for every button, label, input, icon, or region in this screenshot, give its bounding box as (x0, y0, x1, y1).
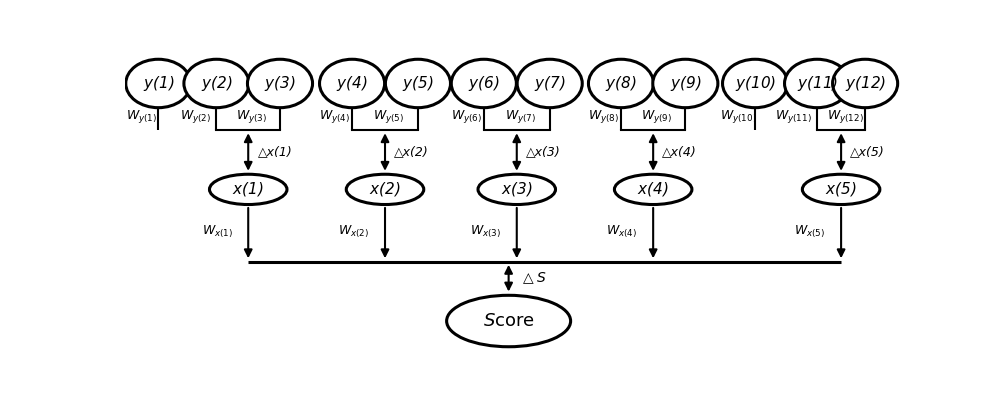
Text: $y$(5): $y$(5) (402, 74, 434, 93)
Ellipse shape (588, 59, 654, 108)
Text: $W_{y(10)}$: $W_{y(10)}$ (720, 108, 756, 125)
Text: $x$(3): $x$(3) (501, 180, 532, 198)
Text: △x(1): △x(1) (258, 145, 292, 158)
Text: $W_{x(1)}$: $W_{x(1)}$ (202, 224, 233, 240)
Text: $W_{x(4)}$: $W_{x(4)}$ (606, 224, 638, 240)
Text: $y$(11): $y$(11) (797, 74, 838, 93)
Text: $W_{y(8)}$: $W_{y(8)}$ (588, 108, 620, 125)
Text: $S$core: $S$core (483, 312, 535, 330)
Text: $y$(4): $y$(4) (336, 74, 368, 93)
Text: $y$(1): $y$(1) (143, 74, 174, 93)
Ellipse shape (517, 59, 582, 108)
Ellipse shape (126, 59, 191, 108)
Circle shape (802, 174, 880, 204)
Ellipse shape (447, 295, 571, 347)
Text: $W_{y(2)}$: $W_{y(2)}$ (180, 108, 211, 125)
Circle shape (209, 174, 287, 204)
Text: $x$(2): $x$(2) (369, 180, 401, 198)
Text: $W_{y(5)}$: $W_{y(5)}$ (373, 108, 404, 125)
Circle shape (346, 174, 424, 204)
Text: △x(5): △x(5) (850, 145, 885, 158)
Text: $y$(3): $y$(3) (264, 74, 296, 93)
Text: $x$(1): $x$(1) (232, 180, 264, 198)
Text: $y$(7): $y$(7) (534, 74, 565, 93)
Ellipse shape (385, 59, 450, 108)
Text: $W_{x(3)}$: $W_{x(3)}$ (470, 224, 501, 240)
Text: $W_{y(3)}$: $W_{y(3)}$ (236, 108, 268, 125)
Text: $W_{y(7)}$: $W_{y(7)}$ (505, 108, 536, 125)
Text: $W_{y(1)}$: $W_{y(1)}$ (126, 108, 157, 125)
Text: $W_{y(6)}$: $W_{y(6)}$ (451, 108, 482, 125)
Text: $\triangle S$: $\triangle S$ (520, 271, 547, 286)
Text: △x(3): △x(3) (526, 145, 561, 158)
Text: $x$(4): $x$(4) (637, 180, 669, 198)
Text: △x(4): △x(4) (662, 145, 697, 158)
Text: $x$(5): $x$(5) (825, 180, 857, 198)
Text: $W_{y(4)}$: $W_{y(4)}$ (319, 108, 351, 125)
Text: $y$(6): $y$(6) (468, 74, 500, 93)
Ellipse shape (451, 59, 516, 108)
Text: $y$(10): $y$(10) (735, 74, 776, 93)
Ellipse shape (723, 59, 788, 108)
Circle shape (478, 174, 556, 204)
Ellipse shape (184, 59, 249, 108)
Text: $W_{y(11)}$: $W_{y(11)}$ (775, 108, 812, 125)
Ellipse shape (833, 59, 898, 108)
Text: △x(2): △x(2) (394, 145, 429, 158)
Text: $W_{x(2)}$: $W_{x(2)}$ (338, 224, 370, 240)
Text: $y$(12): $y$(12) (845, 74, 886, 93)
Text: $W_{y(9)}$: $W_{y(9)}$ (641, 108, 673, 125)
Text: $W_{y(12)}$: $W_{y(12)}$ (827, 108, 863, 125)
Ellipse shape (653, 59, 718, 108)
Text: $y$(9): $y$(9) (670, 74, 701, 93)
Ellipse shape (785, 59, 850, 108)
Ellipse shape (247, 59, 313, 108)
Ellipse shape (320, 59, 385, 108)
Text: $y$(8): $y$(8) (605, 74, 637, 93)
Text: $y$(2): $y$(2) (201, 74, 232, 93)
Circle shape (614, 174, 692, 204)
Text: $W_{x(5)}$: $W_{x(5)}$ (794, 224, 826, 240)
